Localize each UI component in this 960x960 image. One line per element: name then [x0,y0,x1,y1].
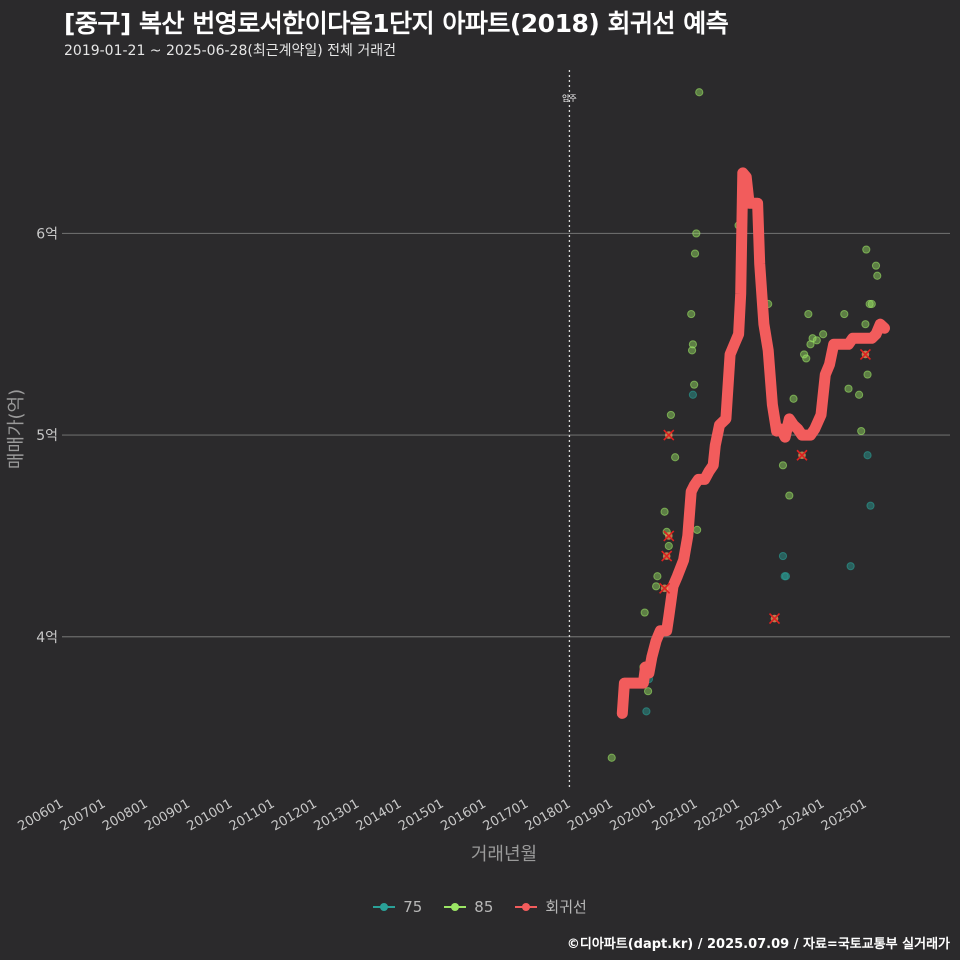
point-85 [778,461,788,470]
x-tick-label: 200801 [100,796,150,834]
x-tick-label: 201401 [354,796,404,834]
point-85 [808,334,817,343]
point-85 [844,384,853,393]
point-85 [640,608,649,617]
point-85 [800,350,809,359]
legend: 75 85 회귀선 [0,896,960,917]
x-tick-label: 201301 [312,796,362,834]
point-75 [688,390,698,399]
point-85 [865,299,874,309]
y-tick-label: 5억 [36,428,58,444]
point-85 [861,320,870,329]
legend-key-regression [515,901,538,913]
move-in-label: 입주 [562,94,577,103]
point-85 [690,249,700,258]
point-85 [660,507,669,516]
x-axis-title: 거래년월 [471,844,537,865]
y-axis-title: 매매가(억) [6,389,27,469]
chart-subtitle: 2019-01-21 ~ 2025-06-28(최근계약일) 전체 거래건 [64,43,396,59]
x-tick-label: 202101 [650,796,700,834]
point-75 [866,501,875,510]
point-85 [840,309,849,319]
x-tick-label: 202001 [608,796,658,834]
point-85 [789,394,798,403]
legend-label-regression: 회귀선 [545,898,587,916]
point-85 [607,753,616,762]
chart-title: [중구] 복산 번영로서한이다음1단지 아파트(2018) 회귀선 예측 [64,9,729,38]
legend-item-85: 85 [444,898,493,916]
x-tick-label: 201501 [396,796,446,834]
x-tick-label: 201001 [185,796,235,834]
point-85 [664,541,673,551]
x-tick-label: 201801 [523,796,573,834]
point-85 [690,380,699,389]
x-tick-label: 202501 [819,796,869,834]
point-85 [692,229,701,238]
point-75 [642,707,651,716]
x-tick-label: 200901 [142,796,192,834]
point-85 [643,687,653,696]
cancelled-mark [659,582,671,594]
point-75 [846,562,855,571]
point-75 [863,451,872,460]
point-85 [863,370,872,379]
y-tick-label: 6억 [36,226,58,242]
cancelled-mark [768,613,781,625]
point-75 [781,572,791,581]
x-tick-label: 201601 [438,796,488,834]
y-tick-label: 4억 [36,630,58,646]
point-85 [652,582,661,591]
x-tick-label: 201901 [565,796,615,834]
x-tick-label: 201101 [227,796,277,834]
point-85 [666,410,676,420]
cancelled-mark [663,429,675,441]
point-85 [687,346,697,355]
point-85 [693,525,702,534]
x-tick-label: 201201 [269,796,319,834]
point-85 [785,491,794,500]
point-85 [819,330,828,339]
point-85 [871,261,881,270]
cancelled-mark [661,550,673,562]
x-tick-label: 200701 [58,796,108,834]
point-85 [812,336,821,345]
regression-line [616,167,890,719]
legend-key-75 [373,901,396,913]
point-85 [688,340,698,349]
cancelled-mark [663,530,675,542]
point-85 [867,299,876,309]
point-85 [873,271,882,280]
x-tick-label: 202201 [692,796,742,834]
source-caption: ©디아파트(dapt.kr) / 2025.07.09 / 자료=국토교통부 실… [566,937,950,952]
point-85 [804,309,813,319]
point-85 [653,572,662,581]
point-75 [778,551,788,561]
cancelled-mark [796,449,808,461]
point-85 [854,390,864,399]
x-tick-label: 200601 [16,796,66,834]
point-85 [695,88,704,97]
point-85 [806,340,815,349]
cancelled-mark [859,348,871,360]
point-85 [862,245,871,254]
point-85 [687,309,696,319]
point-85 [802,354,811,363]
point-85 [857,426,866,436]
legend-label-85: 85 [474,897,494,916]
x-tick-label: 202301 [734,796,784,834]
legend-item-regression: 회귀선 [515,896,587,917]
x-tick-label: 202401 [777,796,827,834]
legend-key-85 [444,901,467,913]
point-85 [671,453,680,462]
x-tick-label: 201701 [481,796,531,834]
legend-label-75: 75 [403,897,423,916]
legend-item-75: 75 [373,898,422,916]
